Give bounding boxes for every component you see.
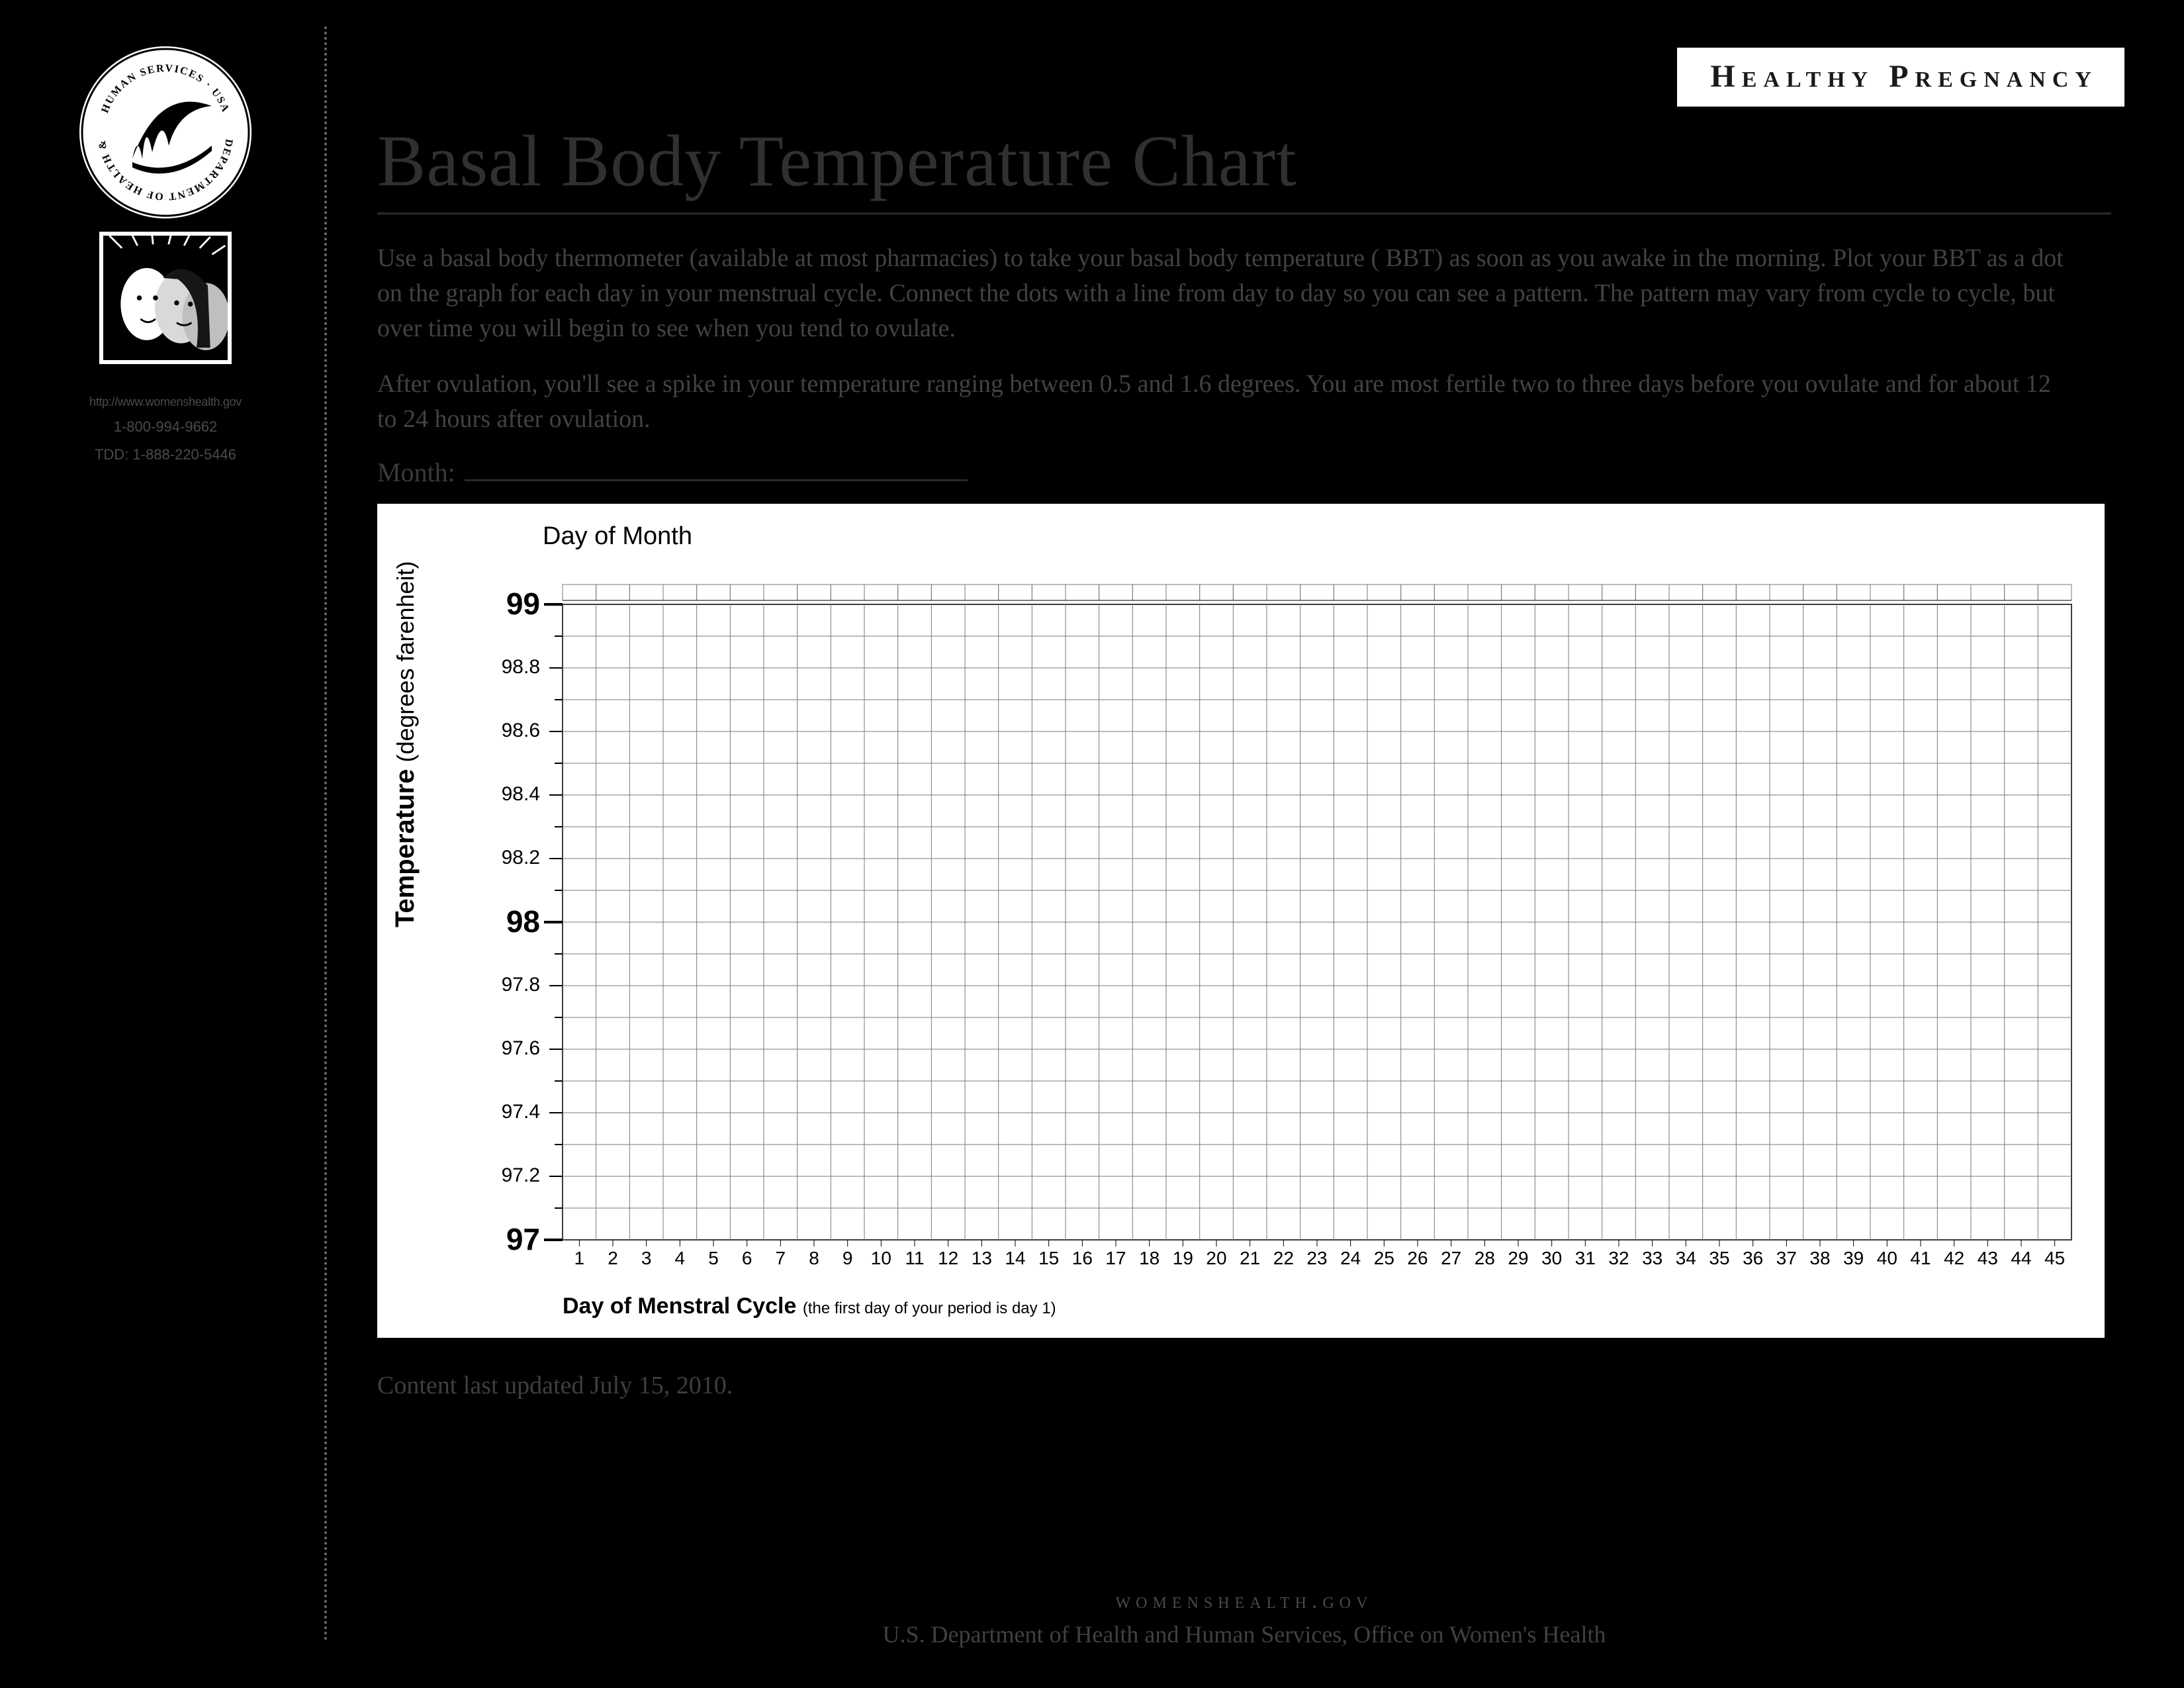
y-tick-minor: 98.8 xyxy=(474,656,540,679)
y-axis-label-sub: (degrees farenheit) xyxy=(392,561,419,762)
x-tick: 9 xyxy=(842,1248,853,1269)
x-tick: 21 xyxy=(1240,1248,1260,1269)
x-axis-label-main: Day of Menstral Cycle xyxy=(563,1293,796,1319)
x-tick: 41 xyxy=(1910,1248,1931,1269)
intro-paragraph-2: After ovulation, you'll see a spike in y… xyxy=(377,367,2071,437)
x-tick: 35 xyxy=(1709,1248,1729,1269)
x-tick: 31 xyxy=(1575,1248,1596,1269)
x-tick: 44 xyxy=(2011,1248,2031,1269)
x-tick: 11 xyxy=(905,1248,924,1269)
chart-grid xyxy=(523,565,2085,1266)
month-label: Month: xyxy=(377,457,455,487)
header-badge-label: Healthy Pregnancy xyxy=(1710,59,2098,94)
footer-dept: U.S. Department of Health and Human Serv… xyxy=(377,1620,2111,1648)
footer: womenshealth.gov U.S. Department of Heal… xyxy=(377,1589,2111,1648)
y-tick-minor: 97.4 xyxy=(474,1101,540,1123)
vertical-divider xyxy=(324,26,327,1642)
sidebar-url: http://www.womenshealth.gov xyxy=(40,391,291,413)
x-tick: 1 xyxy=(574,1248,585,1269)
x-tick: 13 xyxy=(972,1248,992,1269)
x-tick: 30 xyxy=(1541,1248,1562,1269)
x-tick: 29 xyxy=(1508,1248,1528,1269)
x-tick: 3 xyxy=(641,1248,652,1269)
x-tick: 33 xyxy=(1642,1248,1662,1269)
sidebar-tdd: TDD: 1-888-220-5446 xyxy=(40,441,291,469)
x-tick: 23 xyxy=(1306,1248,1327,1269)
x-tick: 37 xyxy=(1776,1248,1797,1269)
x-tick: 17 xyxy=(1105,1248,1126,1269)
y-tick-minor: 98.6 xyxy=(474,720,540,742)
main-content: Basal Body Temperature Chart Use a basal… xyxy=(377,119,2111,1400)
x-tick: 7 xyxy=(776,1248,786,1269)
y-axis-label: Temperature (degrees farenheit) xyxy=(390,561,420,927)
x-tick: 20 xyxy=(1206,1248,1226,1269)
month-field: Month: xyxy=(377,457,2111,488)
sidebar: HUMAN SERVICES · USA DEPARTMENT OF HEALT… xyxy=(40,46,291,469)
x-axis-label: Day of Menstral Cycle (the first day of … xyxy=(563,1293,1056,1319)
x-tick: 42 xyxy=(1944,1248,1964,1269)
y-tick-major: 97 xyxy=(474,1221,540,1257)
x-tick: 26 xyxy=(1407,1248,1428,1269)
header-badge: Healthy Pregnancy xyxy=(1668,40,2124,107)
x-tick: 10 xyxy=(871,1248,891,1269)
content-updated: Content last updated July 15, 2010. xyxy=(377,1371,2111,1400)
x-tick: 12 xyxy=(938,1248,958,1269)
x-tick: 45 xyxy=(2044,1248,2065,1269)
y-tick-major: 98 xyxy=(474,904,540,939)
bbt-chart-panel: Day of Month Temperature (degrees farenh… xyxy=(377,504,2105,1338)
page-title: Basal Body Temperature Chart xyxy=(377,119,2111,214)
y-tick-minor: 98.4 xyxy=(474,783,540,806)
x-tick: 43 xyxy=(1978,1248,1998,1269)
x-tick: 19 xyxy=(1173,1248,1193,1269)
y-axis-label-main: Temperature xyxy=(390,769,420,927)
x-axis-label-sub: (the first day of your period is day 1) xyxy=(803,1299,1056,1317)
x-tick: 6 xyxy=(742,1248,752,1269)
y-tick-minor: 98.2 xyxy=(474,847,540,869)
x-tick: 5 xyxy=(708,1248,719,1269)
y-tick-minor: 97.2 xyxy=(474,1164,540,1187)
y-tick-minor: 97.6 xyxy=(474,1037,540,1060)
y-tick-major: 99 xyxy=(474,586,540,622)
hhs-seal-logo: HUMAN SERVICES · USA DEPARTMENT OF HEALT… xyxy=(79,46,251,218)
sidebar-contact: http://www.womenshealth.gov 1-800-994-96… xyxy=(40,391,291,469)
x-tick: 28 xyxy=(1475,1248,1495,1269)
x-tick: 38 xyxy=(1809,1248,1830,1269)
x-tick: 8 xyxy=(809,1248,819,1269)
x-tick: 34 xyxy=(1676,1248,1696,1269)
y-tick-minor: 97.8 xyxy=(474,974,540,996)
x-tick: 14 xyxy=(1005,1248,1025,1269)
x-tick: 2 xyxy=(608,1248,618,1269)
x-tick: 32 xyxy=(1608,1248,1629,1269)
womenshealth-logo xyxy=(99,232,232,364)
sidebar-phone: 1-800-994-9662 xyxy=(40,413,291,441)
x-tick: 40 xyxy=(1877,1248,1897,1269)
month-blank-line[interactable] xyxy=(465,479,968,481)
x-tick: 39 xyxy=(1843,1248,1864,1269)
page: HUMAN SERVICES · USA DEPARTMENT OF HEALT… xyxy=(0,0,2184,1688)
x-tick: 4 xyxy=(675,1248,686,1269)
x-tick: 16 xyxy=(1072,1248,1093,1269)
x-tick: 27 xyxy=(1441,1248,1461,1269)
x-tick: 15 xyxy=(1038,1248,1059,1269)
footer-site: womenshealth.gov xyxy=(377,1589,2111,1614)
x-tick: 25 xyxy=(1374,1248,1394,1269)
x-tick: 22 xyxy=(1273,1248,1294,1269)
intro-paragraph-1: Use a basal body thermometer (available … xyxy=(377,241,2071,347)
top-axis-label: Day of Month xyxy=(543,522,692,551)
x-tick: 18 xyxy=(1139,1248,1160,1269)
x-tick: 36 xyxy=(1743,1248,1763,1269)
x-tick: 24 xyxy=(1340,1248,1361,1269)
